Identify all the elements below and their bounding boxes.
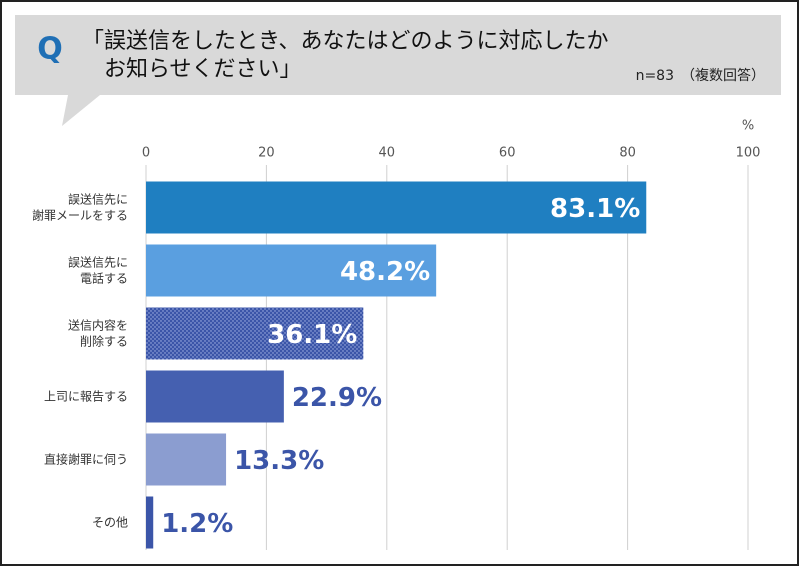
value-label: 83.1% <box>550 194 640 224</box>
bar <box>146 244 437 297</box>
bar <box>146 307 364 360</box>
y-tick-label: 送信内容を削除する <box>68 317 128 348</box>
value-label: 36.1% <box>267 320 357 350</box>
bar <box>146 370 284 423</box>
bar <box>146 496 154 549</box>
y-tick-label: その他 <box>92 515 128 529</box>
x-tick-label: 100 <box>736 146 761 161</box>
x-tick-label: 20 <box>258 146 275 161</box>
axis-unit: % <box>742 119 754 134</box>
badge: Q <box>37 32 63 67</box>
x-tick-label: 60 <box>499 146 516 161</box>
value-label: 22.9% <box>292 383 382 413</box>
value-label: 1.2% <box>161 509 233 539</box>
bar <box>146 181 647 234</box>
y-tick-label: 誤送信先に謝罪メールをする <box>32 191 128 222</box>
x-tick-label: 40 <box>379 146 396 161</box>
bar <box>146 433 227 486</box>
header-bubble <box>15 15 781 126</box>
y-tick-label: 直接謝罪に伺う <box>44 451 128 466</box>
value-label: 48.2% <box>340 257 430 287</box>
note: n=83 （複数回答） <box>636 67 765 84</box>
x-tick-label: 0 <box>142 146 150 161</box>
y-tick-label: 上司に報告する <box>44 389 128 403</box>
y-tick-label: 誤送信先に電話する <box>68 254 128 285</box>
x-tick-label: 80 <box>619 146 636 161</box>
value-label: 13.3% <box>234 446 324 476</box>
chart-title: 「誤送信をしたとき、あなたはどのように対応したかお知らせください」 <box>82 29 608 82</box>
